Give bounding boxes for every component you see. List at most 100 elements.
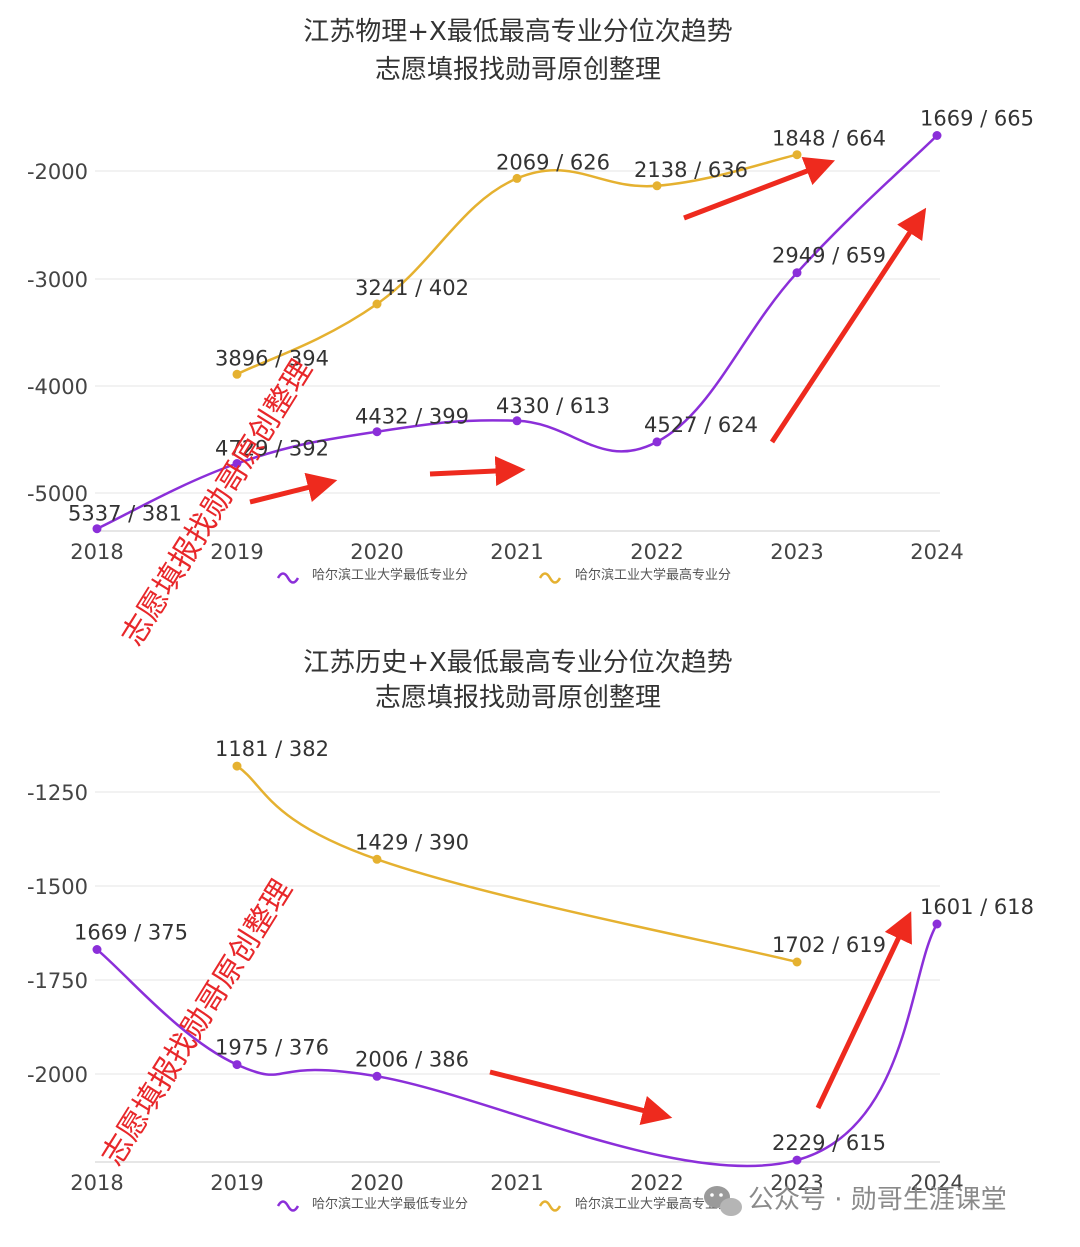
- watermark-text: 志愿填报找勋哥原创整理: [95, 874, 300, 1172]
- legend-line-icon: [538, 572, 562, 584]
- y-tick-label: -1500: [27, 875, 88, 899]
- data-label: 2069 / 626: [496, 150, 610, 174]
- y-axis: -1250 -1500 -1750 -2000: [27, 781, 88, 1087]
- chart-physics: 江苏物理+X最低最高专业分位次趋势 志愿填报找勋哥原创整理 -2000 -300…: [27, 17, 1034, 652]
- data-point[interactable]: [652, 437, 662, 447]
- legend-item-min[interactable]: 哈尔滨工业大学最低专业分: [276, 567, 468, 584]
- data-label: 2006 / 386: [355, 1047, 469, 1071]
- data-label: 2949 / 659: [772, 244, 886, 268]
- data-label: 1848 / 664: [772, 127, 886, 151]
- data-label: 2229 / 615: [772, 1131, 886, 1155]
- data-label: 3241 / 402: [355, 276, 469, 300]
- data-label: 3896 / 394: [215, 346, 329, 370]
- chart-history: 江苏历史+X最低最高专业分位次趋势 志愿填报找勋哥原创整理 -1250 -150…: [27, 648, 1034, 1212]
- x-tick-label: 2019: [210, 1171, 263, 1195]
- chart-title: 江苏历史+X最低最高专业分位次趋势: [303, 648, 733, 678]
- x-tick-label: 2022: [630, 1171, 683, 1195]
- x-tick-label: 2020: [350, 540, 403, 564]
- legend-label: 哈尔滨工业大学最低专业分: [312, 567, 468, 583]
- brand-text: 公众号 · 勋哥生涯课堂: [748, 1185, 1007, 1215]
- annotation-arrows: [249, 157, 927, 505]
- data-point[interactable]: [932, 131, 942, 140]
- data-point[interactable]: [372, 854, 382, 864]
- y-tick-label: -2000: [27, 1063, 88, 1087]
- y-tick-label: -3000: [27, 268, 88, 292]
- y-tick-label: -5000: [27, 482, 88, 506]
- data-label: 1669 / 665: [920, 107, 1034, 131]
- data-point[interactable]: [792, 150, 802, 160]
- data-label: 1429 / 390: [355, 830, 469, 854]
- x-tick-label: 2021: [490, 1171, 543, 1195]
- data-point[interactable]: [792, 957, 802, 967]
- data-label: 4330 / 613: [496, 394, 610, 418]
- red-arrow: [489, 1069, 673, 1126]
- x-tick-label: 2018: [70, 1171, 123, 1195]
- chart-subtitle: 志愿填报找勋哥原创整理: [375, 55, 661, 85]
- data-point[interactable]: [372, 1071, 382, 1081]
- legend-label: 哈尔滨工业大学最高专业分: [575, 1196, 731, 1212]
- data-point[interactable]: [372, 299, 382, 309]
- data-label: 4432 / 399: [355, 405, 469, 429]
- data-point[interactable]: [92, 524, 102, 534]
- data-point[interactable]: [232, 459, 242, 468]
- red-arrow: [815, 911, 912, 1110]
- x-tick-label: 2021: [490, 540, 543, 564]
- legend-line-icon: [276, 572, 300, 584]
- x-axis: 2018 2019 2020 2021 2022 2023 2024: [70, 1171, 963, 1195]
- data-label: 1601 / 618: [920, 895, 1034, 919]
- series-line: [96, 923, 939, 1168]
- legend-item-max[interactable]: 哈尔滨工业大学最高专业分: [538, 1196, 731, 1212]
- red-arrow: [769, 207, 927, 444]
- y-axis: -2000 -3000 -4000 -5000: [27, 160, 88, 506]
- red-arrow: [249, 472, 338, 505]
- data-point[interactable]: [792, 1155, 802, 1165]
- series-line: [236, 153, 798, 376]
- y-tick-label: -4000: [27, 375, 88, 399]
- red-arrow: [429, 456, 526, 487]
- red-arrow: [683, 157, 836, 221]
- x-tick-label: 2018: [70, 540, 123, 564]
- series-line: [236, 765, 798, 964]
- legend-line-icon: [276, 1200, 300, 1212]
- chart-title: 江苏物理+X最低最高专业分位次趋势: [303, 17, 733, 47]
- data-label: 1702 / 619: [772, 933, 886, 957]
- y-tick-label: -1250: [27, 781, 88, 805]
- data-label: 1975 / 376: [215, 1036, 329, 1060]
- y-tick-label: -1750: [27, 969, 88, 993]
- data-point[interactable]: [512, 173, 522, 183]
- y-tick-label: -2000: [27, 160, 88, 184]
- data-label: 4527 / 624: [644, 413, 758, 437]
- data-point[interactable]: [92, 945, 102, 954]
- data-label: 5337 / 381: [68, 502, 182, 526]
- data-point[interactable]: [232, 369, 242, 379]
- chart-subtitle: 志愿填报找勋哥原创整理: [375, 683, 661, 713]
- data-point[interactable]: [372, 427, 382, 437]
- gridlines: [95, 791, 940, 1163]
- data-point[interactable]: [932, 919, 942, 929]
- data-label: 1181 / 382: [215, 737, 329, 761]
- data-point[interactable]: [652, 181, 662, 191]
- legend-item-max[interactable]: 哈尔滨工业大学最高专业分: [538, 567, 731, 584]
- x-tick-label: 2024: [910, 1171, 963, 1195]
- data-label: 2138 / 636: [634, 158, 748, 182]
- legend-label: 哈尔滨工业大学最低专业分: [312, 1196, 468, 1212]
- data-point[interactable]: [232, 1060, 242, 1070]
- data-label: 4729 / 392: [215, 437, 329, 461]
- footer-brand: 公众号 · 勋哥生涯课堂: [704, 1185, 1007, 1216]
- wechat-icon: [704, 1186, 742, 1216]
- plot-area: 3896 / 394 3241 / 402 2069 / 626 2138 / 636…: [68, 107, 1034, 534]
- legend-label: 哈尔滨工业大学最高专业分: [575, 567, 731, 583]
- legend-line-icon: [538, 1200, 562, 1212]
- data-point[interactable]: [232, 761, 242, 771]
- x-axis: 2018 2019 2020 2021 2022 2023 2024: [70, 540, 963, 564]
- legend: 哈尔滨工业大学最低专业分 哈尔滨工业大学最高专业分: [276, 567, 731, 584]
- legend-item-min[interactable]: 哈尔滨工业大学最低专业分: [276, 1196, 468, 1212]
- x-tick-label: 2020: [350, 1171, 403, 1195]
- x-tick-label: 2023: [770, 540, 823, 564]
- legend: 哈尔滨工业大学最低专业分 哈尔滨工业大学最高专业分: [276, 1196, 731, 1212]
- annotation-arrows: [489, 911, 912, 1126]
- data-point[interactable]: [792, 268, 802, 278]
- data-point[interactable]: [512, 416, 522, 426]
- plot-area: 1181 / 382 1429 / 390 1702 / 619 1669 / 375…: [74, 737, 1034, 1168]
